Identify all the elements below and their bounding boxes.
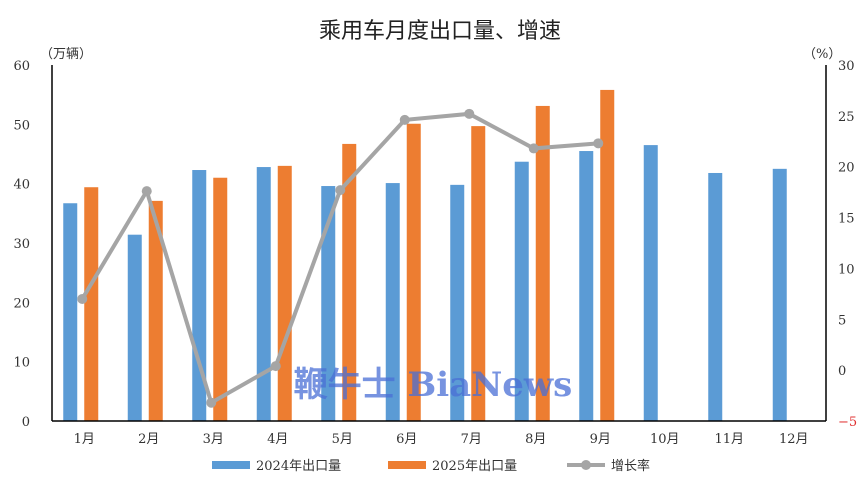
x-tick-label: 2月 bbox=[138, 432, 159, 447]
left-tick-label: 60 bbox=[13, 59, 30, 74]
right-tick-label: 5 bbox=[838, 313, 846, 328]
left-tick-label: 50 bbox=[13, 118, 30, 133]
chart-title: 乘用车月度出口量、增速 bbox=[319, 19, 561, 44]
bar-2024-6 bbox=[385, 183, 400, 421]
bar-2025-4 bbox=[277, 165, 292, 421]
bar-2024-12 bbox=[772, 168, 787, 421]
bar-2025-2 bbox=[148, 200, 163, 421]
right-axis-unit: （%） bbox=[803, 47, 841, 62]
left-tick-label: 10 bbox=[13, 356, 30, 371]
right-tick-label: 0 bbox=[838, 364, 846, 379]
left-tick-label: 20 bbox=[13, 296, 30, 311]
right-tick-label: 30 bbox=[838, 59, 855, 74]
x-tick-label: 9月 bbox=[590, 432, 611, 447]
legend-swatch-2024 bbox=[212, 461, 250, 469]
x-tick-label: 7月 bbox=[461, 432, 482, 447]
growth-rate-point-7 bbox=[464, 108, 475, 119]
watermark: 鞭牛士 BiaNews bbox=[294, 365, 573, 405]
x-tick-label: 8月 bbox=[525, 432, 546, 447]
growth-rate-point-6 bbox=[399, 114, 410, 125]
growth-rate-point-9 bbox=[593, 138, 604, 149]
bar-2025-5 bbox=[342, 143, 357, 421]
bar-2025-1 bbox=[84, 187, 99, 421]
x-tick-label: 1月 bbox=[74, 432, 95, 447]
growth-rate-point-1 bbox=[77, 293, 88, 304]
bar-2025-6 bbox=[406, 123, 421, 422]
growth-rate-point-3 bbox=[206, 397, 217, 408]
legend-label-growth: 增长率 bbox=[611, 458, 650, 474]
x-tick-label: 3月 bbox=[203, 432, 224, 447]
right-tick-label: 10 bbox=[838, 262, 855, 277]
x-tick-label: 6月 bbox=[396, 432, 417, 447]
bar-2024-4 bbox=[256, 167, 271, 421]
x-tick-label: 10月 bbox=[650, 432, 680, 447]
bar-2025-8 bbox=[535, 105, 550, 421]
bar-2024-2 bbox=[127, 234, 142, 421]
growth-rate-point-5 bbox=[335, 185, 346, 196]
growth-rate-point-4 bbox=[270, 361, 281, 372]
bar-2024-7 bbox=[450, 184, 465, 421]
x-tick-label: 4月 bbox=[267, 432, 288, 447]
legend-label-2024: 2024年出口量 bbox=[256, 459, 341, 474]
bar-2024-1 bbox=[63, 203, 78, 421]
growth-rate-point-2 bbox=[141, 186, 152, 197]
right-tick-label: −5 bbox=[838, 415, 857, 430]
bar-2024-11 bbox=[708, 172, 723, 421]
left-tick-label: 30 bbox=[13, 237, 30, 252]
legend-label-2025: 2025年出口量 bbox=[432, 459, 517, 474]
bar-2025-7 bbox=[471, 126, 486, 421]
left-tick-label: 0 bbox=[22, 415, 30, 430]
bar-2024-9 bbox=[579, 151, 594, 422]
growth-rate-point-8 bbox=[528, 143, 539, 154]
left-tick-label: 40 bbox=[13, 178, 30, 193]
bar-2024-8 bbox=[514, 161, 529, 422]
x-tick-label: 12月 bbox=[779, 432, 809, 447]
bar-2025-9 bbox=[600, 89, 615, 422]
right-tick-label: 20 bbox=[838, 161, 855, 176]
bar-2025-3 bbox=[213, 177, 228, 421]
bar-2024-5 bbox=[321, 186, 336, 421]
x-tick-label: 11月 bbox=[714, 432, 744, 447]
right-tick-label: 25 bbox=[838, 110, 855, 125]
legend-marker-growth bbox=[581, 460, 591, 470]
bar-2024-10 bbox=[643, 145, 658, 421]
x-tick-label: 5月 bbox=[332, 432, 353, 447]
legend-swatch-2025 bbox=[388, 461, 426, 469]
right-tick-label: 15 bbox=[838, 212, 855, 227]
left-axis-unit: （万辆） bbox=[40, 47, 92, 62]
